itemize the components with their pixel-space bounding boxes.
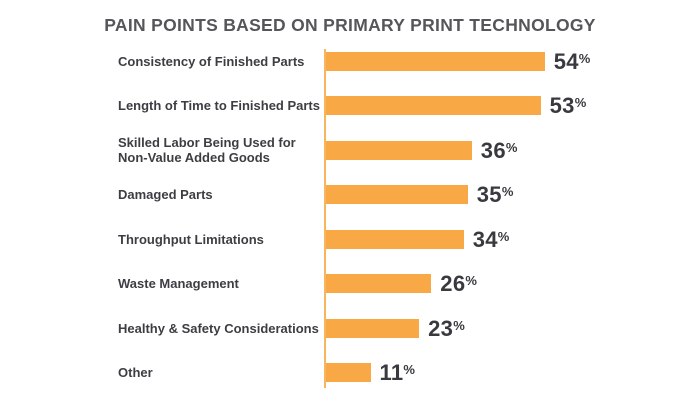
- category-label: Skilled Labor Being Used for Non-Value A…: [118, 135, 296, 166]
- value-label: 53%: [549, 93, 587, 119]
- bar: [326, 96, 541, 116]
- value-number: 11: [379, 359, 404, 385]
- value-label: 36%: [480, 137, 518, 163]
- bar: [326, 52, 545, 71]
- chart-row: Length of Time to Finished Parts 53%: [118, 93, 692, 119]
- value-label: 23%: [428, 315, 465, 341]
- category-label: Length of Time to Finished Parts: [118, 98, 320, 114]
- category-label: Other: [118, 364, 153, 380]
- chart-row: Waste Management 26%: [118, 271, 692, 297]
- y-axis-line: [324, 49, 326, 388]
- value-label: 34%: [472, 226, 510, 252]
- value-number: 23: [428, 315, 454, 341]
- percent-sign: %: [403, 361, 415, 377]
- value-number: 34: [472, 226, 498, 252]
- percent-sign: %: [497, 228, 510, 244]
- percent-sign: %: [465, 273, 477, 289]
- value-label: 11%: [379, 359, 415, 385]
- value-label: 26%: [440, 271, 477, 297]
- chart-row: Consistency of Finished Parts 54%: [118, 49, 692, 74]
- chart-row: Other 11%: [118, 359, 692, 385]
- value-number: 36: [480, 137, 506, 163]
- value-number: 35: [476, 182, 502, 208]
- bar: [326, 229, 464, 249]
- chart-rows: Consistency of Finished Parts 54% Length…: [118, 49, 692, 385]
- percent-sign: %: [505, 139, 518, 155]
- bar: [326, 185, 468, 205]
- chart-row: Healthy & Safety Considerations 23%: [118, 315, 692, 341]
- chart-row: Throughput Limitations 34%: [118, 226, 692, 252]
- percent-sign: %: [578, 51, 591, 66]
- category-label: Throughput Limitations: [118, 231, 264, 247]
- category-label: Healthy & Safety Considerations: [118, 320, 319, 336]
- percent-sign: %: [453, 317, 465, 333]
- value-number: 53: [549, 93, 575, 119]
- value-number: 26: [440, 271, 466, 297]
- value-label: 35%: [476, 182, 514, 208]
- chart-title: PAIN POINTS BASED ON PRIMARY PRINT TECHN…: [104, 15, 596, 35]
- chart-row: Skilled Labor Being Used for Non-Value A…: [118, 135, 692, 165]
- value-number: 54: [553, 49, 579, 74]
- value-label: 54%: [553, 49, 591, 74]
- bar: [326, 318, 420, 338]
- percent-sign: %: [501, 184, 514, 200]
- category-label: Damaged Parts: [118, 187, 213, 203]
- bar: [326, 274, 432, 294]
- chart-row: Damaged Parts 35%: [118, 182, 692, 208]
- bar: [326, 140, 472, 160]
- category-label: Waste Management: [118, 276, 239, 292]
- category-label: Consistency of Finished Parts: [118, 54, 305, 69]
- bar: [326, 362, 371, 382]
- percent-sign: %: [574, 95, 587, 111]
